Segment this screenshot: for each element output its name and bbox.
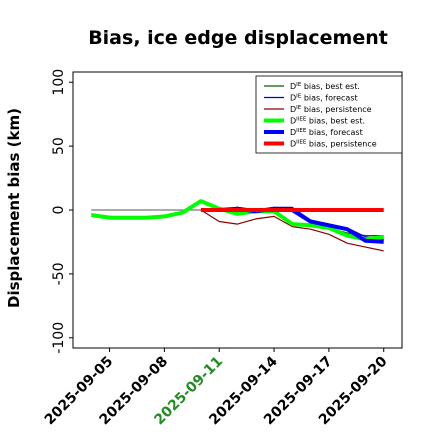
y-tick-label: 50 (51, 137, 67, 155)
legend-entry: DIIEE bias, persistence (290, 140, 377, 149)
y-tick-label: -100 (51, 322, 67, 354)
y-axis-label: Displacement bias (km) (5, 108, 23, 308)
legend-entry: DIIEE bias, best est. (290, 117, 365, 126)
legend: DIE bias, best est. DIE bias, forecast DIE… (255, 75, 403, 154)
legend-box (255, 75, 403, 154)
series-line-3 (200, 209, 384, 252)
y-tick-label: -50 (51, 262, 67, 285)
y-tick-label: 100 (51, 69, 67, 96)
legend-entry: DIE bias, persistence (290, 105, 372, 114)
legend-entry: DIIEE bias, forecast (290, 128, 363, 137)
y-tick-label: 0 (51, 206, 67, 215)
chart-title: Bias, ice edge displacement (88, 27, 388, 49)
legend-entry: DIE bias, forecast (290, 94, 358, 103)
legend-entry: DIE bias, best est. (290, 82, 360, 91)
series-line-4 (91, 199, 384, 242)
